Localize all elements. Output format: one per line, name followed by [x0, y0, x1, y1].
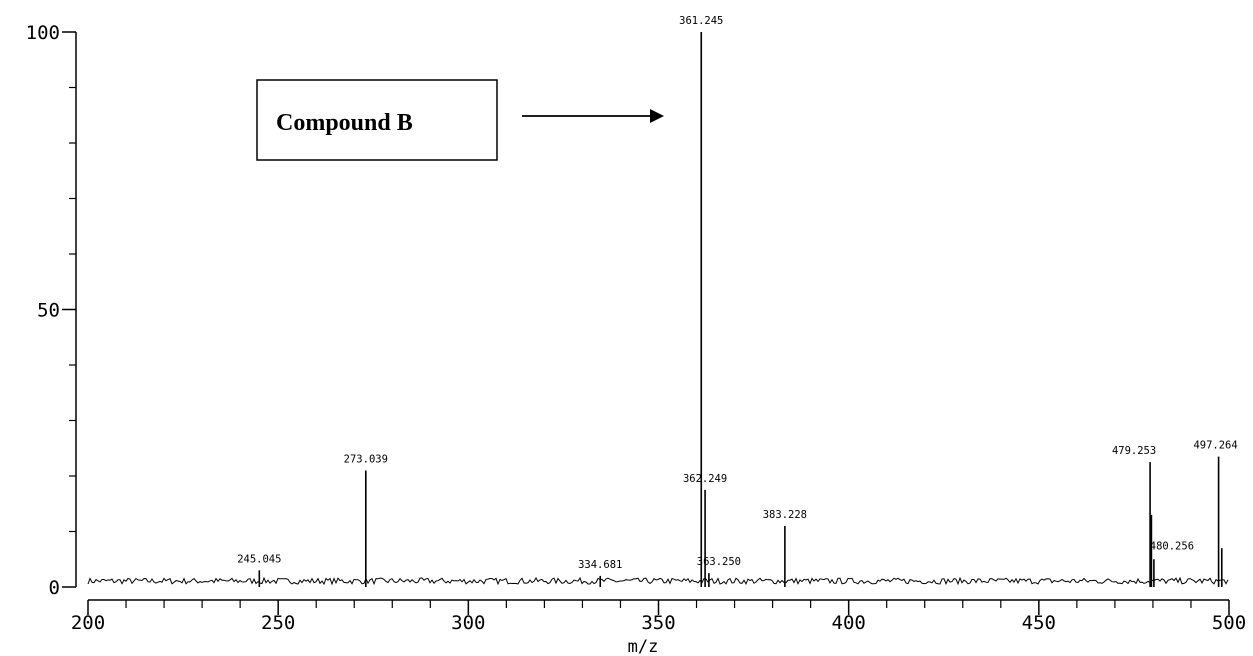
callout-box: [256, 79, 498, 161]
noise-trace: [87, 576, 1229, 586]
x-axis-title: m/z: [628, 637, 659, 656]
peak-label: 245.045: [237, 553, 281, 565]
peak-label: 497.264: [1193, 440, 1237, 452]
baseline-noise: [87, 576, 1229, 586]
callout-label: Compound B: [276, 110, 413, 136]
x-tick-label: 350: [641, 612, 675, 634]
y-tick-label: 50: [37, 300, 60, 322]
y-tick-label: 0: [49, 577, 60, 599]
peak-label: 273.039: [344, 453, 388, 465]
x-tick-label: 400: [832, 612, 866, 634]
x-tick-label: 450: [1022, 612, 1056, 634]
peak-label: 362.249: [683, 473, 727, 485]
x-tick-label: 300: [451, 612, 485, 634]
x-tick-label: 250: [261, 612, 295, 634]
callout-arrowhead: [650, 109, 664, 123]
peak-label: 363.250: [697, 556, 741, 568]
peak-label: 480.256: [1150, 540, 1194, 552]
x-tick-label: 200: [71, 612, 105, 634]
peak-label: 334.681: [578, 559, 622, 571]
peak-labels: 245.045 273.039 334.681 361.245 362.249 363.2…: [237, 15, 1238, 571]
compound-callout: Compound B: [256, 79, 664, 161]
spectrum-peaks: [258, 32, 1223, 587]
x-tick-label: 500: [1212, 612, 1246, 634]
peak-label: 383.228: [763, 509, 807, 521]
chart-axes: 0 50 100 200 250 300 350 400 450 500: [26, 22, 1246, 634]
peak-label: 479.253: [1112, 445, 1156, 457]
y-tick-label: 100: [26, 22, 60, 44]
peak-label: 361.245: [679, 15, 723, 27]
